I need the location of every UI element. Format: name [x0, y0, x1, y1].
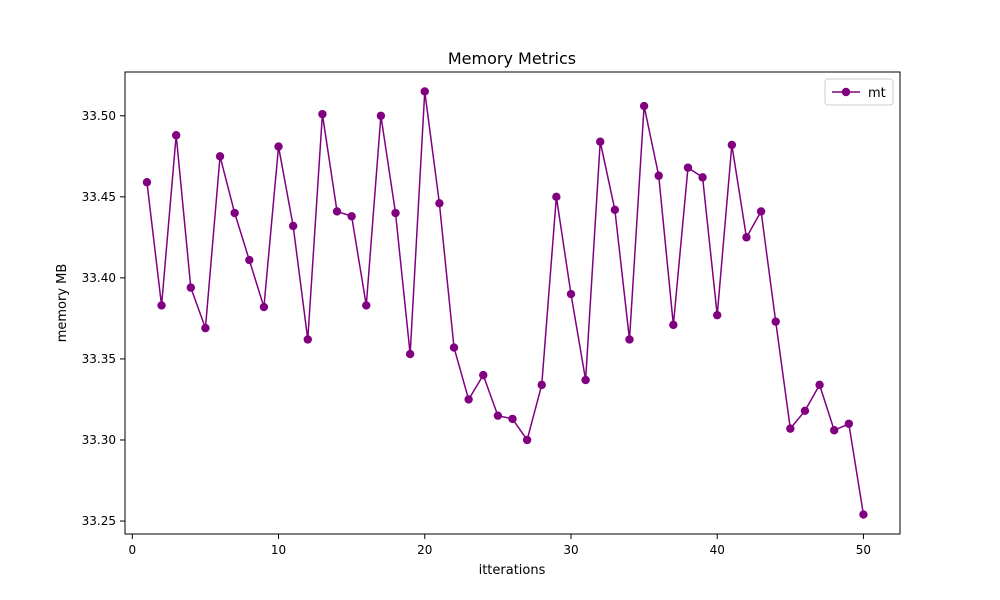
data-point: [800, 406, 810, 415]
data-point: [420, 87, 429, 96]
series-line-mt: [146, 90, 865, 515]
legend-label: mt: [868, 86, 886, 101]
data-point: [844, 419, 854, 428]
data-point: [157, 301, 166, 310]
data-point: [391, 208, 400, 218]
x-tick-label: 50: [856, 543, 871, 557]
data-point: [347, 212, 356, 221]
data-point: [669, 320, 678, 330]
data-point: [654, 171, 663, 180]
data-point: [303, 335, 312, 344]
chart-title: Memory Metrics: [448, 49, 576, 68]
data-point: [698, 173, 707, 182]
data-point: [464, 395, 473, 404]
data-point: [786, 424, 795, 433]
x-tick-label: 40: [710, 543, 725, 557]
data-point: [449, 343, 459, 352]
data-point: [230, 208, 239, 218]
plot-frame: [124, 71, 901, 535]
data-point: [201, 323, 210, 333]
y-tick-label: 33.35: [82, 352, 116, 366]
data-point: [318, 109, 327, 119]
data-point: [186, 283, 196, 292]
data-point: [245, 255, 254, 265]
x-axis-label: itterations: [479, 563, 546, 578]
data-point: [610, 205, 620, 214]
data-point: [288, 221, 298, 231]
legend-marker: [841, 87, 851, 97]
data-point: [479, 370, 488, 380]
y-tick-label: 33.30: [82, 433, 116, 447]
series-layer: [142, 87, 868, 519]
data-point: [362, 301, 371, 310]
data-point: [727, 140, 737, 150]
x-axis: 0 10 20 30 40 50: [128, 534, 871, 557]
data-point: [508, 414, 517, 424]
data-point: [552, 192, 561, 202]
data-point: [713, 310, 722, 320]
x-tick-label: 10: [271, 543, 286, 557]
data-point: [771, 317, 780, 326]
y-tick-label: 33.50: [82, 109, 116, 123]
data-point: [829, 426, 839, 435]
x-tick-label: 30: [563, 543, 578, 557]
data-point: [566, 289, 576, 299]
data-point: [815, 380, 824, 390]
data-point: [639, 101, 649, 111]
data-point: [142, 178, 152, 187]
data-point: [625, 335, 634, 344]
data-point: [859, 510, 868, 519]
data-point: [435, 199, 444, 208]
data-point: [405, 349, 415, 359]
y-axis-label: memory MB: [55, 264, 70, 343]
data-point: [756, 207, 766, 216]
plot-area: [124, 71, 901, 535]
data-point: [171, 131, 181, 140]
legend: mt: [824, 78, 894, 106]
data-point: [581, 375, 590, 385]
y-tick-label: 33.45: [82, 190, 116, 204]
data-point: [259, 302, 269, 312]
data-point: [683, 163, 693, 172]
data-point: [215, 152, 225, 161]
y-axis: 33.25 33.30 33.35 33.40 33.45 33.50: [82, 109, 125, 528]
data-point: [596, 137, 605, 146]
data-point: [274, 142, 283, 151]
data-point: [522, 435, 532, 445]
y-tick-label: 33.40: [82, 271, 116, 285]
data-point: [376, 111, 386, 120]
data-point: [332, 207, 342, 216]
x-tick-label: 0: [128, 543, 136, 557]
x-tick-label: 20: [417, 543, 432, 557]
y-tick-label: 33.25: [82, 514, 116, 528]
data-point: [537, 380, 546, 390]
data-point: [493, 411, 503, 420]
data-point: [742, 233, 751, 242]
